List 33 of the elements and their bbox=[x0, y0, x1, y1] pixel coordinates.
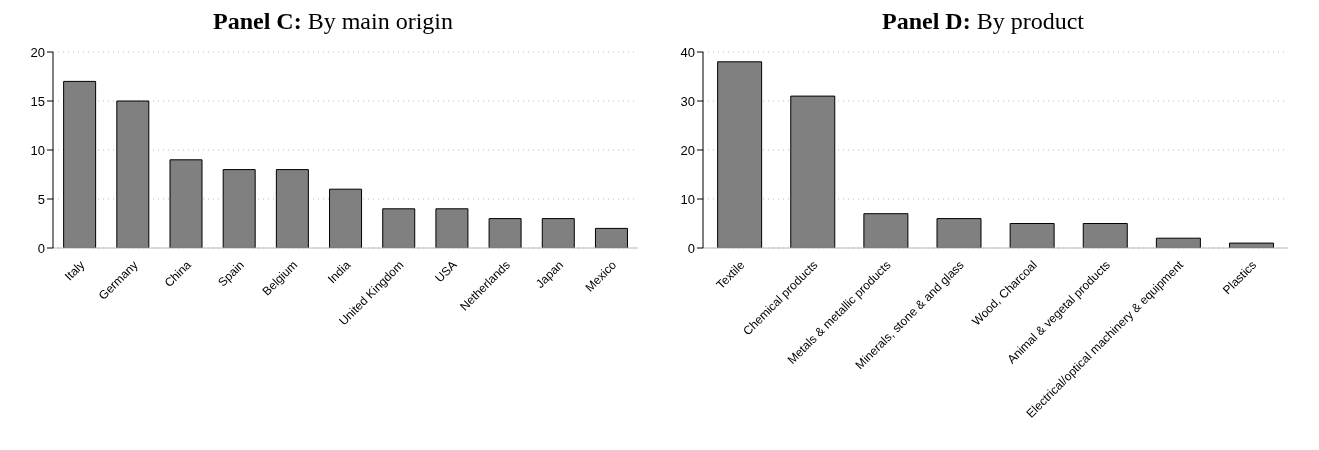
bar bbox=[382, 208, 416, 248]
bar bbox=[169, 159, 203, 248]
bar bbox=[63, 80, 97, 248]
bar bbox=[936, 218, 982, 248]
y-tick-label: 20 bbox=[680, 142, 695, 158]
y-tick-label: 0 bbox=[37, 240, 45, 256]
y-tick-label: 10 bbox=[680, 191, 695, 207]
y-tick-label: 0 bbox=[687, 240, 695, 256]
bar bbox=[488, 218, 522, 248]
bar bbox=[790, 95, 836, 248]
bar bbox=[863, 213, 909, 248]
bar bbox=[222, 169, 256, 248]
bar bbox=[541, 218, 575, 248]
bar bbox=[275, 169, 309, 248]
bar bbox=[435, 208, 469, 248]
y-tick-label: 5 bbox=[37, 191, 45, 207]
y-tick-label: 20 bbox=[30, 44, 45, 60]
chart-title: Panel C: By main origin bbox=[212, 8, 454, 36]
y-tick-label: 15 bbox=[30, 93, 45, 109]
bar bbox=[594, 227, 628, 248]
bar bbox=[1082, 223, 1128, 248]
y-tick-label: 40 bbox=[680, 44, 695, 60]
y-tick-label: 10 bbox=[30, 142, 45, 158]
bar bbox=[329, 188, 363, 248]
y-tick-label: 30 bbox=[680, 93, 695, 109]
bar bbox=[1229, 242, 1274, 248]
bar bbox=[1009, 223, 1055, 248]
x-tick-label: India bbox=[324, 257, 354, 287]
bar bbox=[717, 61, 763, 248]
chart-title: Panel D: By product bbox=[881, 8, 1085, 36]
x-tick-label: Italy bbox=[61, 257, 88, 284]
bar bbox=[116, 100, 150, 248]
x-tick-label: USA bbox=[432, 257, 460, 286]
